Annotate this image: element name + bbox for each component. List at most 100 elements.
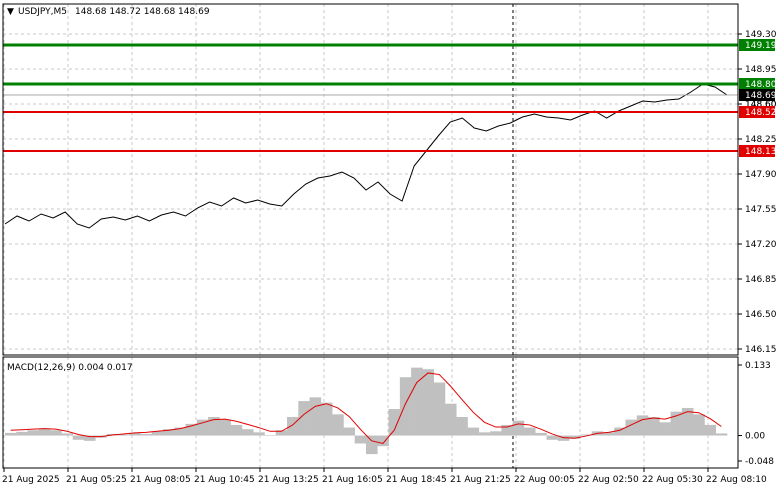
- macd-histogram-bar: [501, 424, 513, 436]
- macd-histogram-bar: [546, 435, 559, 440]
- level-tag-bg: [739, 39, 775, 51]
- level-tag-label: 148.80: [745, 80, 777, 90]
- macd-histogram-bar: [16, 431, 28, 436]
- macd-histogram-bar: [602, 432, 615, 436]
- macd-histogram-bar: [659, 422, 671, 436]
- axes: 149.30 148.95 148.60 148.25 147.90 147.55 147.…: [2, 3, 777, 485]
- macd-label: MACD(12,26,9) 0.004 0.017: [7, 363, 133, 373]
- current-price-tag-label: 148.69: [745, 91, 777, 101]
- level-tag-label: 148.13: [745, 147, 777, 157]
- macd-histogram-bar: [422, 369, 434, 436]
- macd-histogram-bar: [681, 407, 694, 436]
- current-price-tag-bg: [739, 89, 775, 101]
- y-tick-label: 148.60: [745, 100, 777, 110]
- macd-tick-label: 0.00: [745, 432, 765, 442]
- y-tick-label: 149.30: [745, 30, 777, 40]
- macd-histogram-bar: [264, 435, 277, 436]
- macd-histogram-bar: [83, 435, 96, 441]
- macd-histogram-bar: [377, 435, 389, 447]
- x-tick-label: 21 Aug 18:45: [386, 475, 447, 485]
- x-tick-label: 21 Aug 13:25: [258, 475, 319, 485]
- macd-histogram-bar: [704, 424, 717, 436]
- macd-histogram-bar: [309, 397, 322, 436]
- macd-histogram-bar: [557, 435, 570, 441]
- macd-histogram-bar: [399, 377, 412, 436]
- symbol-label: USDJPY,M5: [18, 7, 67, 17]
- x-tick-label: 21 Aug 08:05: [130, 475, 191, 485]
- macd-histogram-bar: [27, 430, 40, 436]
- macd-histogram-bar: [670, 411, 683, 436]
- grid-lines: [3, 4, 738, 468]
- macd-histogram-bar: [614, 427, 626, 436]
- macd-histogram-bar: [512, 420, 525, 436]
- macd-histogram-bar: [366, 435, 378, 455]
- x-tick-label: 22 Aug 00:05: [514, 475, 575, 485]
- macd-histogram-bar: [693, 414, 705, 436]
- macd-histogram-bar: [648, 416, 660, 436]
- x-tick-label: 21 Aug 21:25: [450, 475, 511, 485]
- macd-histogram-bar: [523, 427, 536, 436]
- macd-histogram-bar: [433, 382, 446, 436]
- macd-histogram-bar: [580, 434, 592, 436]
- macd-histogram-bar: [320, 402, 333, 436]
- macd-histogram-bar: [162, 429, 175, 436]
- price-panel-frame: [2, 3, 739, 356]
- macd-panel-frame: [2, 356, 739, 469]
- macd-signal-line: [10, 372, 722, 445]
- x-tick-label: 21 Aug 10:45: [194, 475, 255, 485]
- macd-histogram-bar: [625, 419, 638, 436]
- macd-histogram-bar: [275, 430, 288, 436]
- macd-histogram-bar: [140, 433, 152, 436]
- macd-histogram-bar: [72, 435, 85, 440]
- ohlc-values: 148.68 148.72 148.68 148.69: [75, 7, 210, 17]
- chart-header: ▼ USDJPY,M5 148.68 148.72 148.68 148.69 …: [7, 7, 210, 373]
- macd-histogram-bar: [535, 432, 547, 436]
- x-tick-label: 22 Aug 02:50: [578, 475, 639, 485]
- macd-histogram-bar: [196, 419, 209, 436]
- macd-histogram-bar: [444, 403, 457, 436]
- macd-histogram-bar: [354, 435, 367, 444]
- macd-histogram-bar: [298, 401, 310, 436]
- macd-histogram-bar: [467, 427, 480, 436]
- y-tick-label: 148.25: [745, 135, 777, 145]
- x-tick-label: 22 Aug 05:30: [642, 475, 703, 485]
- macd-histogram-bar: [343, 427, 356, 436]
- macd-histogram-bar: [185, 423, 198, 436]
- macd-histogram-bar: [411, 367, 423, 436]
- y-tick-label-hidden: 148.60: [745, 100, 777, 110]
- y-tick-label: 147.20: [745, 240, 777, 250]
- macd-histogram-bar: [5, 432, 17, 436]
- macd-tick-label: 0.133: [745, 361, 771, 371]
- macd-panel: [5, 367, 728, 455]
- price-line: [4, 83, 728, 229]
- level-tag-bg: [739, 106, 775, 118]
- y-tick-label: 146.85: [745, 275, 777, 285]
- macd-histogram-bar: [715, 433, 728, 436]
- macd-histogram-bar: [241, 429, 254, 436]
- macd-tick-label: -0.048: [745, 457, 774, 467]
- level-tag-label: 148.52: [745, 108, 777, 118]
- level-tag-bg: [739, 78, 775, 90]
- macd-histogram-bar: [456, 416, 468, 436]
- macd-histogram-bar: [636, 415, 649, 436]
- macd-histogram-bar: [38, 429, 51, 436]
- x-tick-label: 21 Aug 16:05: [322, 475, 383, 485]
- macd-histogram-bar: [490, 431, 502, 436]
- macd-histogram-bar: [230, 424, 243, 436]
- macd-histogram-bar: [117, 434, 130, 436]
- y-tick-label: 146.50: [745, 310, 777, 320]
- level-tag-bg: [739, 145, 775, 157]
- x-tick-label: 21 Aug 05:25: [66, 475, 127, 485]
- macd-histogram-bar: [151, 431, 164, 436]
- y-tick-label: 147.55: [745, 205, 777, 215]
- collapse-arrow-icon[interactable]: ▼: [7, 7, 14, 17]
- macd-histogram-bar: [208, 416, 220, 436]
- macd-histogram-bar: [388, 409, 401, 436]
- macd-histogram-bar: [50, 430, 62, 436]
- y-tick-label: 147.90: [745, 170, 777, 180]
- level-tag-label: 149.19: [745, 41, 777, 51]
- macd-histogram-bar: [219, 419, 231, 436]
- macd-histogram-bar: [332, 414, 344, 436]
- x-tick-label: 21 Aug 2025: [2, 475, 60, 485]
